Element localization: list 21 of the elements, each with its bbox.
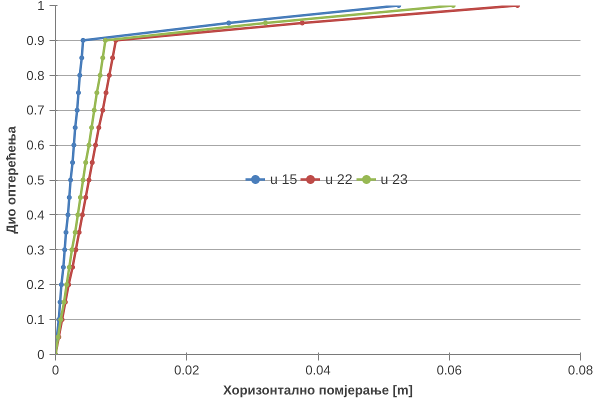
y-tick-label: 0.3 (26, 242, 45, 258)
x-axis-title: Хоризонтално помјерање [m] (223, 382, 413, 398)
legend-label: u 15 (270, 171, 298, 187)
y-tick-label: 0.5 (26, 172, 45, 188)
y-axis-title: Дио оптерећења (3, 125, 18, 234)
y-tick-label: 0.8 (26, 68, 45, 83)
y-tick-label: 0.1 (26, 312, 45, 328)
y-tick-label: 0.4 (26, 207, 45, 222)
y-tick-label: 0 (37, 347, 45, 362)
y-tick-label: 0.9 (26, 32, 45, 48)
y-tick-label: 0.7 (26, 102, 45, 118)
y-tick-label: 0.2 (26, 277, 45, 292)
legend-label: u 23 (380, 171, 408, 187)
x-tick-label: 0.08 (568, 362, 594, 378)
legend-label: u 22 (325, 171, 352, 187)
y-tick-label: 1 (37, 0, 45, 13)
x-tick-label: 0.06 (436, 362, 462, 378)
y-tick-label: 0.6 (26, 138, 45, 153)
x-tick-label: 0 (52, 362, 60, 378)
x-tick-label: 0.02 (174, 362, 200, 378)
x-tick-label: 0.04 (305, 362, 331, 378)
